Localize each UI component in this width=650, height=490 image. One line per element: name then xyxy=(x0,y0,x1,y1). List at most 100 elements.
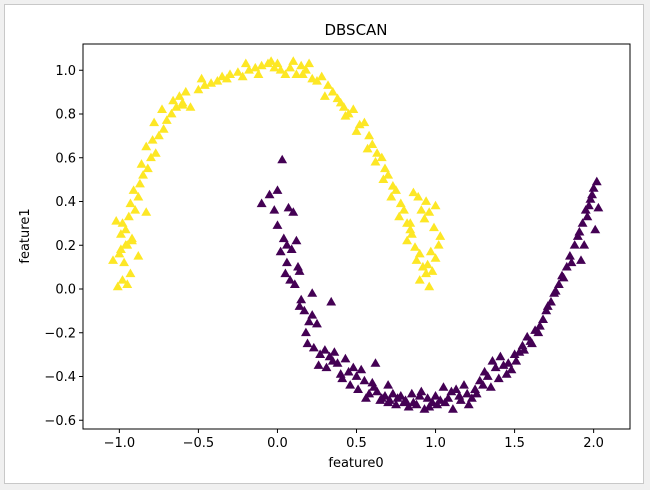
triangle-marker-cluster-1 xyxy=(277,154,288,164)
triangle-marker-cluster-0 xyxy=(419,213,430,223)
dbscan-scatter-chart: −1.0 −0.5 0.0 0.5 1.0 1.5 2.0 −0.6 −0.4 −0.2 0.0 0… xyxy=(18,21,631,471)
triangle-marker-cluster-0 xyxy=(142,163,153,173)
triangle-marker-cluster-0 xyxy=(429,222,439,232)
triangle-marker-cluster-0 xyxy=(380,163,390,173)
triangle-marker-cluster-1 xyxy=(541,305,552,315)
triangle-marker-cluster-1 xyxy=(584,200,594,210)
triangle-marker-cluster-1 xyxy=(448,404,458,413)
triangle-marker-cluster-1 xyxy=(307,288,318,297)
triangle-marker-cluster-0 xyxy=(185,102,196,111)
triangle-marker-cluster-1 xyxy=(487,356,498,365)
triangle-marker-cluster-1 xyxy=(289,279,300,288)
triangle-marker-cluster-1 xyxy=(455,395,466,404)
chart-title: DBSCAN xyxy=(324,21,387,39)
x-axis-label: feature0 xyxy=(328,456,383,471)
triangle-marker-cluster-1 xyxy=(353,384,363,393)
triangle-marker-cluster-0 xyxy=(168,95,179,105)
triangle-marker-cluster-1 xyxy=(553,279,564,288)
triangle-marker-cluster-1 xyxy=(414,391,425,400)
triangle-marker-cluster-0 xyxy=(376,152,387,162)
triangle-marker-cluster-1 xyxy=(313,360,324,369)
triangle-marker-cluster-1 xyxy=(272,220,283,229)
triangle-marker-cluster-1 xyxy=(485,382,496,391)
triangle-marker-cluster-1 xyxy=(579,240,590,249)
triangle-marker-cluster-1 xyxy=(400,395,411,404)
triangle-marker-cluster-0 xyxy=(117,218,128,227)
triangle-marker-cluster-0 xyxy=(193,84,204,94)
triangle-marker-cluster-0 xyxy=(421,196,431,205)
triangle-marker-cluster-0 xyxy=(327,86,338,96)
triangle-marker-cluster-0 xyxy=(414,275,425,284)
triangle-marker-cluster-0 xyxy=(319,91,330,100)
triangle-marker-cluster-1 xyxy=(372,386,382,396)
triangle-marker-cluster-1 xyxy=(361,393,371,402)
y-tick-label: −0.6 xyxy=(44,414,76,429)
triangle-marker-cluster-1 xyxy=(391,399,401,409)
triangle-marker-cluster-0 xyxy=(206,78,216,87)
triangle-marker-cluster-1 xyxy=(370,358,381,367)
triangle-marker-cluster-0 xyxy=(128,185,139,194)
y-tick-label: 0.0 xyxy=(55,283,76,298)
triangle-marker-cluster-1 xyxy=(591,176,602,186)
triangle-marker-cluster-0 xyxy=(414,248,425,258)
triangle-marker-cluster-1 xyxy=(593,202,604,212)
triangle-marker-cluster-0 xyxy=(171,102,182,111)
triangle-marker-cluster-1 xyxy=(384,395,395,404)
y-tick-label: −0.4 xyxy=(44,370,76,385)
triangle-marker-cluster-1 xyxy=(463,399,474,409)
triangle-marker-cluster-1 xyxy=(348,362,359,372)
triangle-marker-cluster-1 xyxy=(467,393,477,402)
triangle-marker-cluster-1 xyxy=(302,338,313,348)
triangle-marker-cluster-1 xyxy=(424,401,435,411)
triangle-marker-cluster-1 xyxy=(506,364,517,374)
triangle-marker-cluster-1 xyxy=(296,294,307,304)
triangle-marker-cluster-1 xyxy=(269,205,280,214)
triangle-marker-cluster-1 xyxy=(406,388,417,398)
x-tick-label: −0.5 xyxy=(183,436,215,451)
y-tick-label: 0.4 xyxy=(55,195,76,210)
triangle-marker-cluster-0 xyxy=(233,67,243,76)
triangle-marker-cluster-0 xyxy=(125,268,136,278)
triangle-marker-cluster-1 xyxy=(282,257,292,267)
y-tick-label: 1.0 xyxy=(55,64,76,79)
triangle-marker-cluster-1 xyxy=(550,286,561,295)
triangle-marker-cluster-1 xyxy=(345,380,356,389)
triangle-marker-cluster-1 xyxy=(542,301,553,310)
triangle-marker-cluster-1 xyxy=(387,388,398,398)
triangle-marker-cluster-1 xyxy=(256,198,267,208)
triangle-marker-cluster-0 xyxy=(114,248,125,258)
triangle-marker-cluster-0 xyxy=(338,102,349,111)
triangle-marker-cluster-0 xyxy=(141,141,152,151)
triangle-marker-cluster-0 xyxy=(125,198,136,208)
triangle-marker-cluster-0 xyxy=(135,178,145,188)
triangle-marker-cluster-1 xyxy=(572,231,583,240)
triangle-marker-cluster-0 xyxy=(120,240,131,249)
triangle-marker-cluster-0 xyxy=(312,76,322,85)
triangle-marker-cluster-0 xyxy=(399,205,409,214)
triangle-marker-cluster-1 xyxy=(294,301,305,310)
triangle-marker-cluster-0 xyxy=(174,91,185,100)
triangle-marker-cluster-1 xyxy=(534,321,545,330)
triangle-marker-cluster-1 xyxy=(566,257,577,267)
triangle-marker-cluster-0 xyxy=(391,185,401,194)
triangle-marker-cluster-1 xyxy=(446,386,457,396)
triangle-marker-cluster-0 xyxy=(378,174,389,183)
triangle-marker-cluster-1 xyxy=(462,388,473,398)
triangle-marker-cluster-0 xyxy=(127,235,137,245)
triangle-marker-cluster-1 xyxy=(577,218,588,227)
triangle-marker-cluster-0 xyxy=(421,268,431,278)
triangle-marker-cluster-0 xyxy=(153,130,164,140)
triangle-marker-cluster-1 xyxy=(294,266,305,275)
x-axis-ticks: −1.0 −0.5 0.0 0.5 1.0 1.5 2.0 xyxy=(104,429,604,451)
triangle-marker-cluster-0 xyxy=(136,159,147,168)
triangle-marker-cluster-0 xyxy=(413,191,424,201)
triangle-marker-cluster-1 xyxy=(337,373,348,383)
triangle-marker-cluster-0 xyxy=(424,207,435,216)
triangle-marker-cluster-1 xyxy=(422,393,433,402)
x-tick-label: 1.0 xyxy=(425,436,446,451)
triangle-marker-cluster-0 xyxy=(362,143,373,153)
triangle-marker-cluster-1 xyxy=(561,261,572,271)
triangle-marker-cluster-1 xyxy=(514,347,525,356)
triangle-marker-cluster-1 xyxy=(286,244,297,253)
triangle-marker-cluster-0 xyxy=(256,60,267,70)
